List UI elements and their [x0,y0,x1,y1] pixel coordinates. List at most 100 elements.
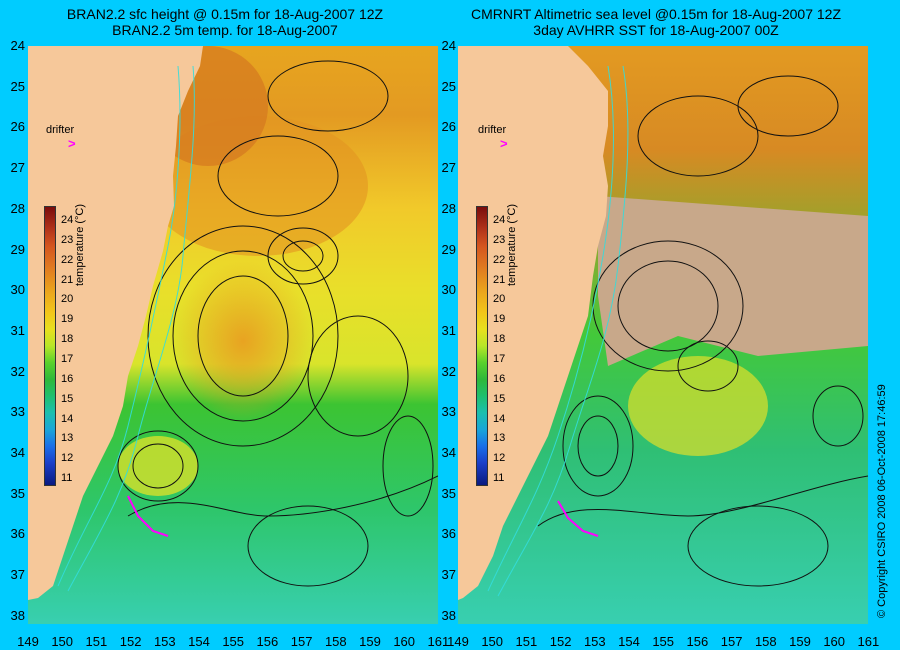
right-title-line1: CMRNRT Altimetric sea level @0.15m for 1… [470,6,842,22]
y-tick-label: 27 [441,160,456,176]
drifter-track [127,495,169,537]
y-tick-label: 31 [10,322,25,338]
x-tick-label: 152 [549,634,572,649]
left-map [28,46,438,624]
x-tick-label: 151 [515,634,538,649]
left-title-line2: BRAN2.2 5m temp. for 18-Aug-2007 [112,22,338,38]
y-tick-label: 28 [441,200,456,216]
y-tick-label: 29 [10,241,25,257]
y-tick-label: 30 [441,282,456,298]
colorbar-tick-label: 11 [61,472,73,485]
colorbar-tick-label: 16 [61,372,74,385]
y-tick-label: 25 [10,78,25,94]
colorbar-tick-label: 12 [493,452,506,465]
colorbar-tick-label: 18 [493,333,506,346]
colorbar-label: temperature (°C) [506,203,518,286]
x-tick-label: 159 [789,634,811,649]
x-tick-label: 149 [17,634,39,649]
x-tick-label: 156 [686,634,709,649]
right-drifter-label: drifter [478,124,507,136]
colorbar-tick-label: 15 [61,392,74,405]
x-tick-label: 155 [652,634,675,649]
colorbar-tick-label: 21 [61,273,74,286]
left-panel-title: BRAN2.2 sfc height @ 0.15m for 18-Aug-20… [15,6,435,38]
x-tick-label: 158 [754,634,777,649]
y-tick-label: 35 [10,485,25,501]
colorbar-tick-label: 19 [61,313,74,326]
warm-eddy [173,261,313,421]
land-mass [28,46,203,600]
colorbar-tick-label: 12 [61,452,74,465]
colorbar-tick-label: 19 [493,313,506,326]
colorbar-tick-label: 18 [61,333,74,346]
x-tick-label: 149 [447,634,469,649]
x-tick-label: 150 [51,634,74,649]
land-mass [458,46,608,600]
x-tick-label: 156 [256,634,279,649]
x-tick-label: 161 [857,634,880,649]
y-tick-label: 29 [441,241,456,257]
colorbar-tick-label: 24 [61,214,74,226]
y-tick-label: 38 [441,607,456,623]
y-tick-label: 36 [10,526,25,542]
y-tick-label: 34 [441,445,456,460]
colorbar-ramp [476,206,488,486]
colorbar-tick-label: 23 [61,233,74,246]
colorbar-tick-label: 21 [493,273,506,286]
y-tick-label: 32 [441,363,456,379]
y-tick-label: 36 [441,526,456,542]
x-tick-label: 160 [393,634,416,649]
y-tick-label: 33 [441,404,456,420]
y-tick-label: 25 [441,78,456,94]
colorbar-tick-label: 24 [493,214,506,226]
colorbar-label: temperature (°C) [74,203,86,286]
x-tick-label: 153 [583,634,606,649]
colorbar-tick-label: 17 [61,353,74,365]
x-tick-label: 153 [153,634,176,649]
left-drifter-label: drifter [46,124,75,136]
x-tick-label: 154 [618,634,640,649]
right-map [458,46,868,624]
y-tick-label: 37 [10,567,25,583]
x-tick-label: 151 [85,634,108,649]
colorbar-tick-label: 11 [493,472,505,485]
y-tick-label: 37 [441,567,456,583]
colorbar-tick-label: 13 [493,432,506,445]
colorbar-tick-label: 20 [61,293,74,306]
colorbar-tick-label: 23 [493,233,506,246]
y-tick-label: 24 [441,38,456,53]
colorbar-tick-label: 15 [493,392,506,405]
colorbar-tick-label: 14 [61,412,74,425]
y-tick-label: 26 [441,119,456,135]
copyright-notice: © Copyright CSIRO 2008 06-Oct-2008 17:46… [876,384,888,618]
x-tick-label: 155 [222,634,245,649]
x-tick-label: 160 [823,634,846,649]
colorbar-tick-label: 22 [493,253,506,266]
x-tick-label: 159 [359,634,381,649]
left-title-line1: BRAN2.2 sfc height @ 0.15m for 18-Aug-20… [66,6,384,22]
colorbar-tick-label: 13 [61,432,74,445]
cloud-area [598,196,868,366]
y-tick-label: 28 [10,200,25,216]
x-tick-label: 154 [188,634,210,649]
colorbar-tick-label: 17 [493,353,506,365]
y-tick-label: 27 [10,160,25,176]
y-tick-label: 24 [10,38,25,53]
x-tick-label: 161 [427,634,450,649]
colorbar-tick-label: 22 [61,253,74,266]
colorbar-tick-label: 16 [493,372,506,385]
colorbar-tick-label: 20 [493,293,506,306]
drifter-track [557,500,599,537]
left-drifter-marker: > [68,136,76,151]
x-tick-label: 158 [324,634,347,649]
right-title-line2: 3day AVHRR SST for 18-Aug-2007 00Z [533,22,779,38]
x-tick-label: 157 [290,634,313,649]
y-tick-label: 32 [10,363,25,379]
x-tick-label: 152 [119,634,142,649]
y-tick-label: 30 [10,282,25,298]
y-tick-label: 33 [10,404,25,420]
y-tick-label: 35 [441,485,456,501]
x-tick-label: 150 [481,634,504,649]
right-panel-title: CMRNRT Altimetric sea level @0.15m for 1… [446,6,866,38]
colorbar-tick-label: 14 [493,412,506,425]
